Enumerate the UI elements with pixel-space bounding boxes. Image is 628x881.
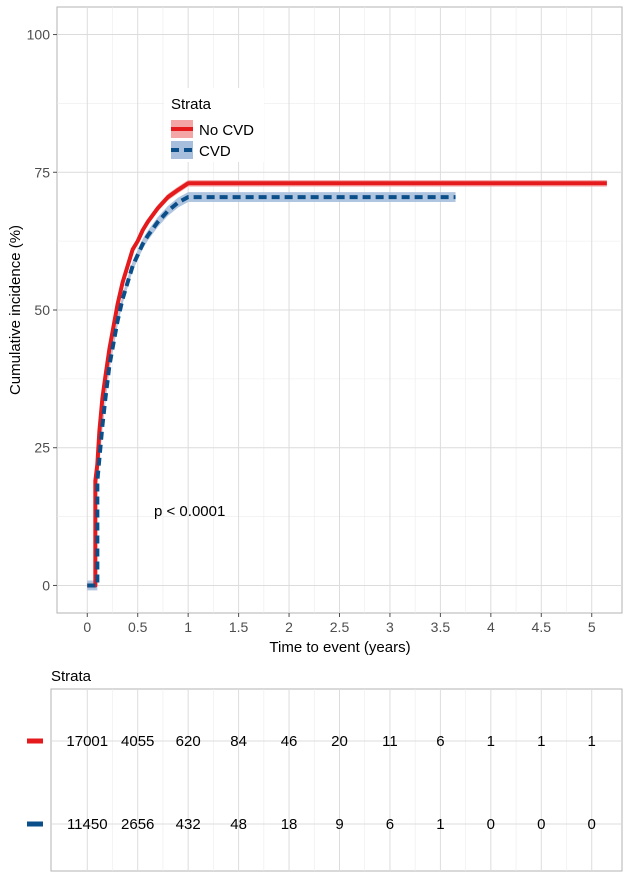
legend-label-no-cvd: No CVD — [199, 122, 254, 139]
x-tick-label: 2 — [285, 619, 293, 635]
risk-value-cvd: 0 — [537, 816, 545, 833]
risk-value-cvd: 11450 — [67, 816, 108, 833]
legend-entry-no-cvd: No CVD — [171, 120, 254, 139]
series-lines — [87, 181, 607, 588]
risk-value-cvd: 1 — [436, 816, 444, 833]
plot-panel — [56, 6, 623, 614]
y-tick-label: 100 — [27, 27, 51, 43]
risk-value-cvd: 9 — [335, 816, 343, 833]
x-tick-label: 3 — [386, 619, 394, 635]
x-axis-ticks: 0 0.5 1 1.5 2 2.5 3 3.5 4 4.5 5 — [83, 613, 596, 635]
risk-value-cvd: 6 — [386, 816, 394, 833]
p-value-annotation: p < 0.0001 — [154, 503, 225, 520]
risk-value-cvd: 0 — [487, 816, 495, 833]
x-tick-label: 2.5 — [330, 619, 350, 635]
y-tick-label: 0 — [42, 577, 50, 593]
legend-label-cvd: CVD — [199, 143, 231, 160]
legend-title: Strata — [171, 96, 212, 113]
risk-value-no-cvd: 17001 — [66, 733, 108, 750]
risk-table-border — [50, 688, 623, 872]
risk-value-no-cvd: 1 — [588, 733, 596, 750]
x-axis-title: Time to event (years) — [269, 639, 410, 656]
x-tick-label: 4.5 — [532, 619, 552, 635]
y-tick-label: 50 — [34, 302, 50, 318]
risk-value-no-cvd: 1 — [537, 733, 545, 750]
risk-value-cvd: 432 — [176, 816, 201, 833]
risk-value-cvd: 0 — [588, 816, 596, 833]
x-tick-label: 1 — [184, 619, 192, 635]
y-axis-ticks: 0 25 50 75 100 — [27, 27, 57, 593]
series-line-cvd — [87, 195, 456, 588]
x-tick-label: 1.5 — [229, 619, 249, 635]
x-tick-label: 4 — [487, 619, 495, 635]
risk-value-no-cvd: 4055 — [121, 733, 154, 750]
grid-major — [57, 7, 622, 613]
y-tick-label: 75 — [34, 164, 50, 180]
risk-value-no-cvd: 20 — [331, 733, 348, 750]
series-line-no-cvd — [87, 181, 607, 588]
risk-value-no-cvd: 6 — [436, 733, 444, 750]
legend-key-cvd-band — [171, 141, 193, 159]
risk-table-keys — [27, 738, 43, 827]
risk-value-cvd: 2656 — [121, 816, 154, 833]
risk-table-grid — [51, 689, 622, 871]
x-tick-label: 3.5 — [431, 619, 451, 635]
risk-value-no-cvd: 620 — [176, 733, 201, 750]
x-tick-label: 0.5 — [128, 619, 148, 635]
risk-value-cvd: 18 — [281, 816, 298, 833]
legend-entry-cvd: CVD — [171, 141, 231, 160]
y-tick-label: 25 — [34, 440, 50, 456]
risk-value-no-cvd: 84 — [230, 733, 247, 750]
legend: Strata No CVD CVD — [164, 88, 264, 162]
risk-value-no-cvd: 11 — [382, 733, 398, 750]
risk-table-title: Strata — [51, 668, 92, 685]
risk-value-cvd: 48 — [230, 816, 247, 833]
x-tick-label: 0 — [83, 619, 91, 635]
x-tick-label: 5 — [588, 619, 596, 635]
risk-value-no-cvd: 46 — [281, 733, 298, 750]
risk-value-no-cvd: 1 — [487, 733, 495, 750]
y-axis-title: Cumulative incidence (%) — [7, 225, 24, 395]
